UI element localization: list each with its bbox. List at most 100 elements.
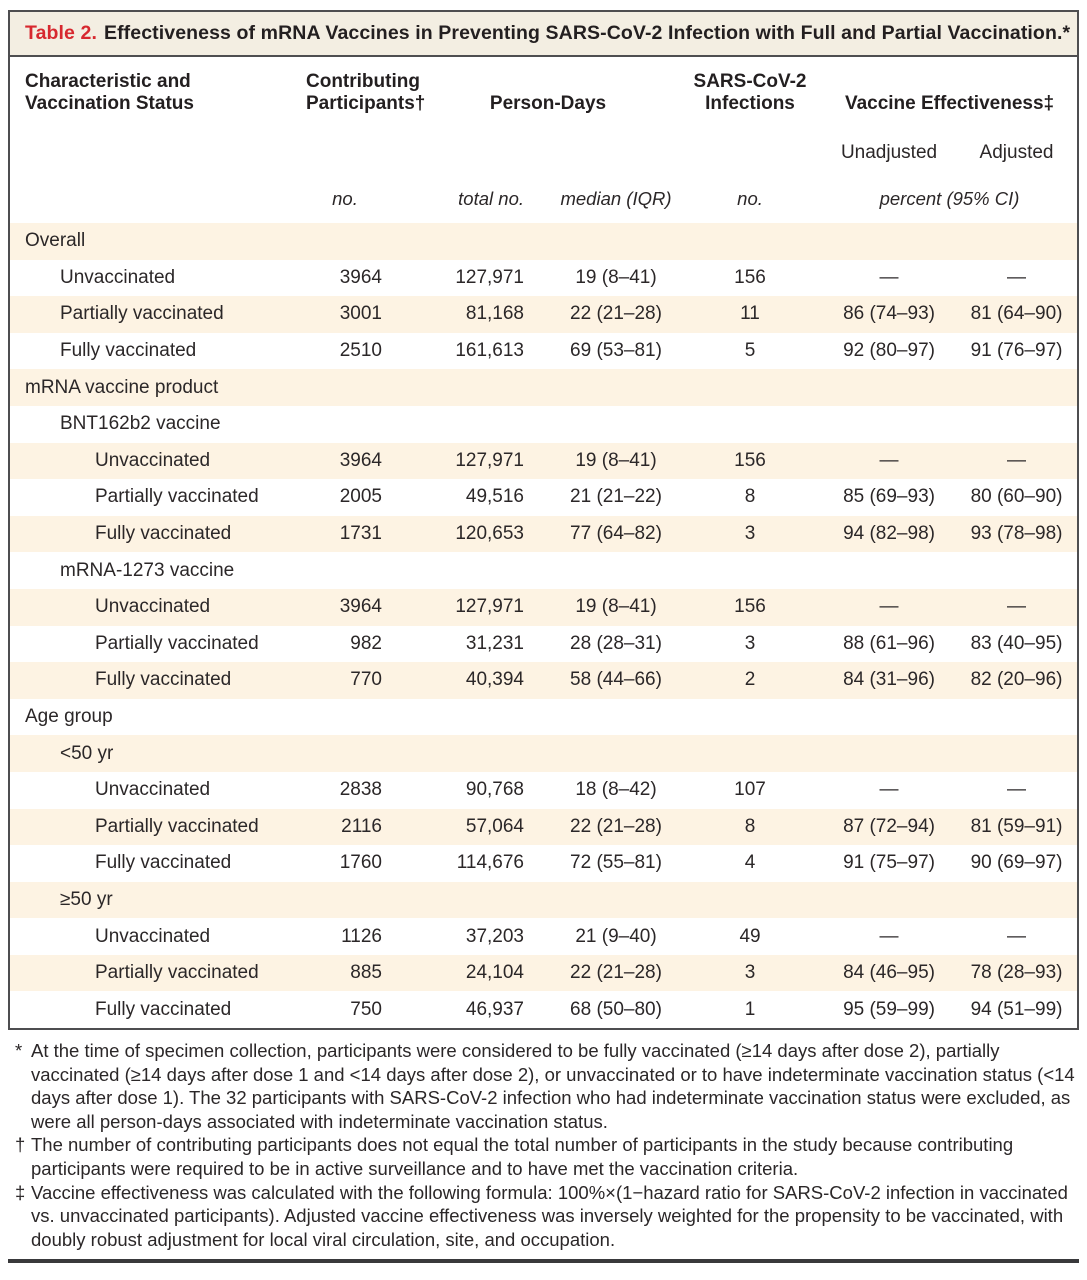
table-row: Fully vaccinated 750 46,937 68 (50–80) 1 95 (… xyxy=(10,991,1077,1028)
row-label: Fully vaccinated xyxy=(60,340,197,362)
cell: 82 (20–96) xyxy=(970,669,1063,691)
col-header-vaccine-effectiveness: Vaccine Effectiveness‡ xyxy=(844,93,1055,114)
cell xyxy=(822,406,956,443)
cell xyxy=(554,699,678,736)
cell: — xyxy=(879,925,899,947)
cell xyxy=(678,699,822,736)
row-label: ≥50 yr xyxy=(60,888,113,910)
row-label: Partially vaccinated xyxy=(60,303,224,325)
cell: 127,971 xyxy=(455,266,524,288)
cell: 94 (82–98) xyxy=(843,523,935,545)
unit-participants-no: no. xyxy=(332,188,358,209)
table-row: <50 yr xyxy=(10,735,1078,772)
cell xyxy=(388,699,554,736)
row-label: Fully vaccinated xyxy=(95,998,232,1020)
cell: 3 xyxy=(744,632,756,654)
cell: — xyxy=(1007,449,1027,471)
cell: 81,168 xyxy=(465,303,524,325)
cell xyxy=(678,552,822,589)
cell: 83 (40–95) xyxy=(970,632,1063,654)
cell xyxy=(288,552,388,589)
cell: 3 xyxy=(744,523,756,545)
row-label: Fully vaccinated xyxy=(95,852,232,874)
col-header-contributing-participants: Contributing Participants† xyxy=(306,71,426,114)
col-header-sars-cov-2-infections: SARS-CoV-2 Infections xyxy=(693,71,807,114)
cell: 19 (8–41) xyxy=(575,266,657,288)
table-row: Fully vaccinated 770 40,394 58 (44–66) 2 84 (… xyxy=(10,662,1078,699)
row-label: Partially vaccinated xyxy=(95,962,259,984)
cell: 19 (8–41) xyxy=(575,596,657,618)
cell: 3 xyxy=(744,962,756,984)
cell: 161,613 xyxy=(455,340,524,362)
table-row: Unvaccinated 3964 127,971 19 (8–41) 156 — — xyxy=(10,442,1078,480)
cell xyxy=(554,552,678,589)
cell: 8 xyxy=(744,815,756,837)
cell: 982 xyxy=(350,632,382,654)
footnote-marker: ‡ xyxy=(15,1181,26,1203)
cell: 40,394 xyxy=(465,669,524,691)
row-label: Unvaccinated xyxy=(95,779,211,801)
cell: 95 (59–99) xyxy=(843,998,935,1020)
cell: 88 (61–96) xyxy=(843,632,935,654)
table-title-bar: Table 2. Effectiveness of mRNA Vaccines … xyxy=(10,12,1077,57)
cell: 127,971 xyxy=(455,449,524,471)
header-row-groups: Characteristic and Vaccination Status Co… xyxy=(10,57,1077,119)
cell xyxy=(678,882,822,919)
cell: 114,676 xyxy=(456,852,524,874)
cell: 81 (64–90) xyxy=(970,303,1063,325)
cell: 72 (55–81) xyxy=(570,852,662,874)
cell xyxy=(388,223,554,260)
cell xyxy=(288,699,388,736)
cell xyxy=(678,406,822,443)
cell: 28 (28–31) xyxy=(570,632,662,654)
cell: 156 xyxy=(734,449,766,471)
cell: 4 xyxy=(744,852,756,874)
cell: 8 xyxy=(744,486,756,508)
footnote-text: At the time of specimen collection, part… xyxy=(31,1040,1075,1132)
cell xyxy=(956,552,1077,589)
cell xyxy=(388,552,554,589)
row-label: Unvaccinated xyxy=(95,596,211,618)
cell: 2005 xyxy=(339,486,382,508)
cell: 90 (69–97) xyxy=(970,852,1063,874)
cell: 770 xyxy=(350,669,382,691)
cell: 2510 xyxy=(339,340,382,362)
cell: 85 (69–93) xyxy=(843,486,935,508)
row-label: Fully vaccinated xyxy=(95,669,232,691)
cell: 107 xyxy=(734,779,766,801)
table-row: Fully vaccinated 1731 120,653 77 (64–82) 3 94… xyxy=(10,515,1078,553)
cell: 80 (60–90) xyxy=(970,486,1063,508)
cell: 81 (59–91) xyxy=(970,815,1063,837)
table-row: Unvaccinated 2838 90,768 18 (8–42) 107 — — xyxy=(10,772,1077,809)
cell xyxy=(678,223,822,260)
table-row: mRNA vaccine product xyxy=(10,369,1078,406)
cell xyxy=(388,735,554,772)
cell: — xyxy=(1007,925,1027,947)
row-label: Age group xyxy=(25,706,113,728)
row-label: BNT162b2 vaccine xyxy=(60,413,221,435)
cell: 127,971 xyxy=(455,596,524,618)
unit-median-iqr: median (IQR) xyxy=(560,188,672,209)
col-header-adjusted: Adjusted xyxy=(979,142,1054,163)
unit-spacer xyxy=(10,165,288,223)
cell: 1126 xyxy=(341,925,382,947)
cell: 1 xyxy=(744,998,756,1020)
cell xyxy=(822,552,956,589)
cell: — xyxy=(879,779,899,801)
row-label: Partially vaccinated xyxy=(95,632,259,654)
cell xyxy=(678,735,822,772)
unit-infections-no: no. xyxy=(737,188,763,209)
footnote-asterisk: * At the time of specimen collection, pa… xyxy=(8,1039,1079,1133)
footnote-text: Vaccine effectiveness was calculated wit… xyxy=(31,1181,1068,1250)
table-row: mRNA-1273 vaccine xyxy=(10,552,1077,589)
table-row: Overall xyxy=(10,223,1078,260)
cell xyxy=(288,369,388,406)
col-header-person-days: Person-Days xyxy=(489,93,607,114)
cell: 156 xyxy=(734,596,766,618)
cell: 3001 xyxy=(339,303,382,325)
cell: 91 (76–97) xyxy=(970,340,1063,362)
cell: 3964 xyxy=(339,449,382,471)
table-title: Effectiveness of mRNA Vaccines in Preven… xyxy=(103,22,1071,44)
footnote-dagger: † The number of contributing participant… xyxy=(8,1133,1079,1180)
row-label: Partially vaccinated xyxy=(95,486,259,508)
